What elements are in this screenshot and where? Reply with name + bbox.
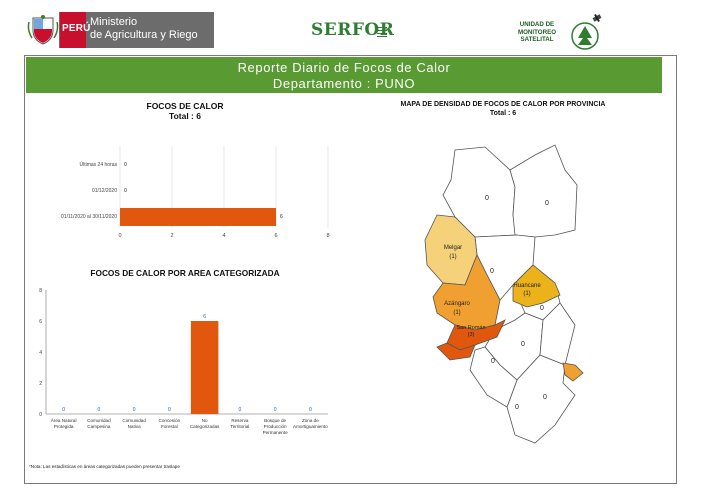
- map-label-nw: 0: [485, 195, 489, 202]
- bar-chart-x-tick: 0: [118, 233, 121, 239]
- map-value-san-roman: (3): [468, 332, 475, 338]
- area-chart-data-label: 0: [238, 407, 241, 413]
- area-chart-data-label: 0: [133, 407, 136, 413]
- map-label-ne: 0: [545, 200, 549, 207]
- map-label-east: 0: [540, 305, 544, 312]
- peru-label: PERÚ: [62, 23, 91, 34]
- area-chart-data-label: 6: [203, 314, 206, 320]
- bar-chart-title-text: FOCOS DE CALOR: [146, 101, 224, 111]
- map-province-east-small: [539, 302, 576, 366]
- area-chart-y-tick: 0: [39, 412, 42, 418]
- map-label-melgar: Melgar: [444, 245, 462, 251]
- area-chart-data-label: 0: [274, 407, 277, 413]
- ministry-name-line2: de Agricultura y Riego: [90, 29, 198, 41]
- satellite-tree-icon: [571, 14, 602, 50]
- coat-of-arms-icon: [27, 12, 59, 48]
- map-label-south-center: 0: [521, 341, 525, 348]
- area-chart-category-label: Reserva Territorial: [230, 418, 249, 429]
- map-province-puno: [436, 342, 476, 361]
- area-chart-bar: [190, 321, 219, 414]
- area-chart-category-label: Zona de Amortiguamiento: [293, 418, 328, 429]
- bar-chart-total: Total : 6: [169, 111, 201, 121]
- map-label-san-roman: San Román: [456, 325, 485, 331]
- map-title-text: MAPA DE DENSIDAD DE FOCOS DE CALOR POR P…: [400, 101, 606, 108]
- area-chart-y-tick: 4: [39, 350, 42, 356]
- map-value-melgar: (1): [449, 254, 456, 260]
- map-province-tail: [562, 362, 584, 382]
- area-chart-category-label: No Categorizadas: [190, 418, 220, 429]
- peru-ministry-logo: PERÚ Ministerio de Agricultura y Riego: [27, 12, 214, 48]
- ministry-name-line1: Ministerio: [90, 16, 138, 28]
- map-province-south: [469, 346, 518, 408]
- bar-chart-bar: [120, 208, 276, 226]
- map-label-azangaro: Azángaro: [444, 301, 470, 307]
- ums-label: UNIDAD DE MONITOREO SATELITAL: [508, 21, 566, 44]
- map-label-south-east: 0: [543, 394, 547, 401]
- report-frame: [24, 55, 677, 484]
- ums-line2: MONITOREO: [517, 28, 557, 36]
- bar-chart-x-tick: 2: [170, 233, 173, 239]
- area-chart-category-label: Concesión Forestal: [159, 418, 181, 429]
- area-chart-category-label: Bosque de Producción Permanente: [263, 418, 288, 435]
- bar-chart-x-tick: 6: [274, 233, 277, 239]
- bar-chart-x-tick: 8: [326, 233, 329, 239]
- bar-chart-data-label: 6: [280, 214, 283, 220]
- bar-chart-title: FOCOS DE CALOR Total : 6: [120, 101, 250, 121]
- area-chart-category-label: Comunidad Nativa: [122, 418, 146, 429]
- bar-chart-category-label: Últimas 24 horas: [79, 161, 117, 168]
- bar-chart-data-label: 0: [124, 188, 127, 194]
- serfor-leaf-icon: [377, 27, 387, 37]
- area-bar-chart: 0 2 4 6 8 0 Área Natural Protegida 0 Comunidad Cam…: [39, 288, 328, 435]
- puno-density-map: 0 0 Melgar (1) 0 Huancane (1) Azángaro (…: [424, 144, 584, 444]
- ums-line1: UNIDAD DE: [519, 21, 555, 28]
- bar-chart-category-label: 01/11/2020 al 30/11/2020: [61, 214, 117, 220]
- ums-line3: SATELITAL: [520, 36, 554, 43]
- area-chart-y-tick: 8: [39, 288, 42, 294]
- map-value-azangaro: (1): [453, 310, 460, 316]
- area-chart-category-label: Comunidad Campesina: [87, 418, 111, 429]
- area-chart-y-tick: 6: [39, 319, 42, 325]
- bar-chart-data-label: 0: [124, 162, 127, 168]
- map-province-huancane: [512, 264, 561, 308]
- report-department: Departamento : PUNO: [272, 76, 416, 91]
- map-title: MAPA DE DENSIDAD DE FOCOS DE CALOR POR P…: [350, 100, 656, 118]
- area-chart-data-label: 0: [97, 407, 100, 413]
- focos-bar-chart: 0 2 4 6 8 Últimas 24 horas 0 01/12/2020 0 01/11/2…: [61, 146, 330, 239]
- area-chart-data-label: 0: [62, 407, 65, 413]
- area-chart-category-label: Área Natural Protegida: [51, 417, 77, 429]
- map-label-south-deep: 0: [515, 404, 519, 411]
- map-province-north-east: [509, 144, 578, 238]
- map-total: Total : 6: [489, 110, 517, 117]
- map-label-south: 0: [491, 358, 495, 365]
- area-chart-title: FOCOS DE CALOR POR AREA CATEGORIZADA: [90, 268, 280, 278]
- report-title: Reporte Diario de Focos de Calor: [237, 60, 451, 75]
- bar-chart-category-label: 01/12/2020: [92, 188, 117, 194]
- area-chart-data-label: 0: [168, 407, 171, 413]
- peru-red-block: [60, 12, 86, 48]
- serfor-logo: SERFOR: [311, 20, 395, 40]
- report-banner: Reporte Diario de Focos de Calor Departa…: [26, 57, 662, 93]
- bar-chart-x-tick: 4: [222, 233, 225, 239]
- map-label-huancane: Huancane: [513, 283, 541, 289]
- footnote: *Nota: Las estadísticas en áreas categor…: [29, 464, 180, 469]
- map-value-huancane: (1): [523, 291, 530, 297]
- map-label-center: 0: [490, 268, 494, 275]
- area-chart-data-label: 0: [309, 407, 312, 413]
- area-chart-y-tick: 2: [39, 381, 42, 387]
